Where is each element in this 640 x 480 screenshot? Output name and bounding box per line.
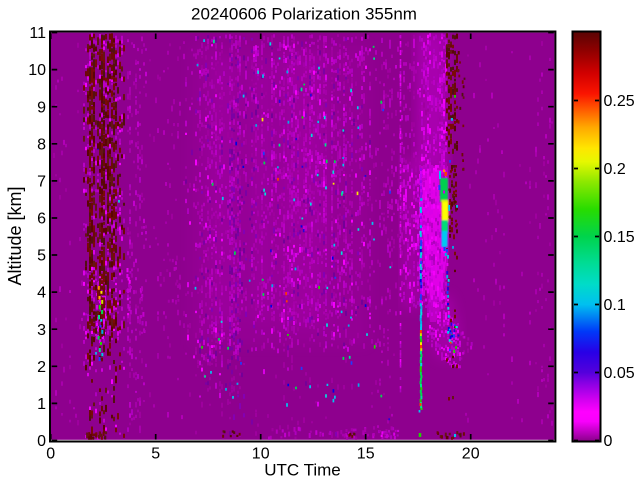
svg-text:0.05: 0.05 <box>604 365 635 382</box>
svg-text:20: 20 <box>462 446 480 463</box>
svg-text:1: 1 <box>37 396 46 413</box>
svg-text:0: 0 <box>37 433 46 450</box>
svg-text:20240606 Polarization 355nm: 20240606 Polarization 355nm <box>191 5 417 24</box>
svg-text:0.1: 0.1 <box>604 297 626 314</box>
svg-text:15: 15 <box>357 446 375 463</box>
svg-text:0.25: 0.25 <box>604 93 635 110</box>
svg-text:2: 2 <box>37 359 46 376</box>
svg-text:11: 11 <box>29 25 46 42</box>
svg-text:0.15: 0.15 <box>604 229 635 246</box>
svg-text:3: 3 <box>37 322 46 339</box>
svg-text:10: 10 <box>28 62 46 79</box>
svg-text:0: 0 <box>604 433 613 450</box>
svg-text:4: 4 <box>37 285 46 302</box>
svg-text:5: 5 <box>37 248 46 265</box>
svg-text:0: 0 <box>46 446 55 463</box>
svg-text:7: 7 <box>37 174 46 191</box>
svg-text:Altitude [km]: Altitude [km] <box>5 186 25 285</box>
svg-text:9: 9 <box>37 99 46 116</box>
svg-text:10: 10 <box>252 446 270 463</box>
svg-text:5: 5 <box>151 446 160 463</box>
svg-text:0.2: 0.2 <box>604 161 626 178</box>
svg-text:6: 6 <box>37 211 46 228</box>
svg-text:UTC Time: UTC Time <box>264 461 341 480</box>
svg-text:8: 8 <box>37 136 46 153</box>
